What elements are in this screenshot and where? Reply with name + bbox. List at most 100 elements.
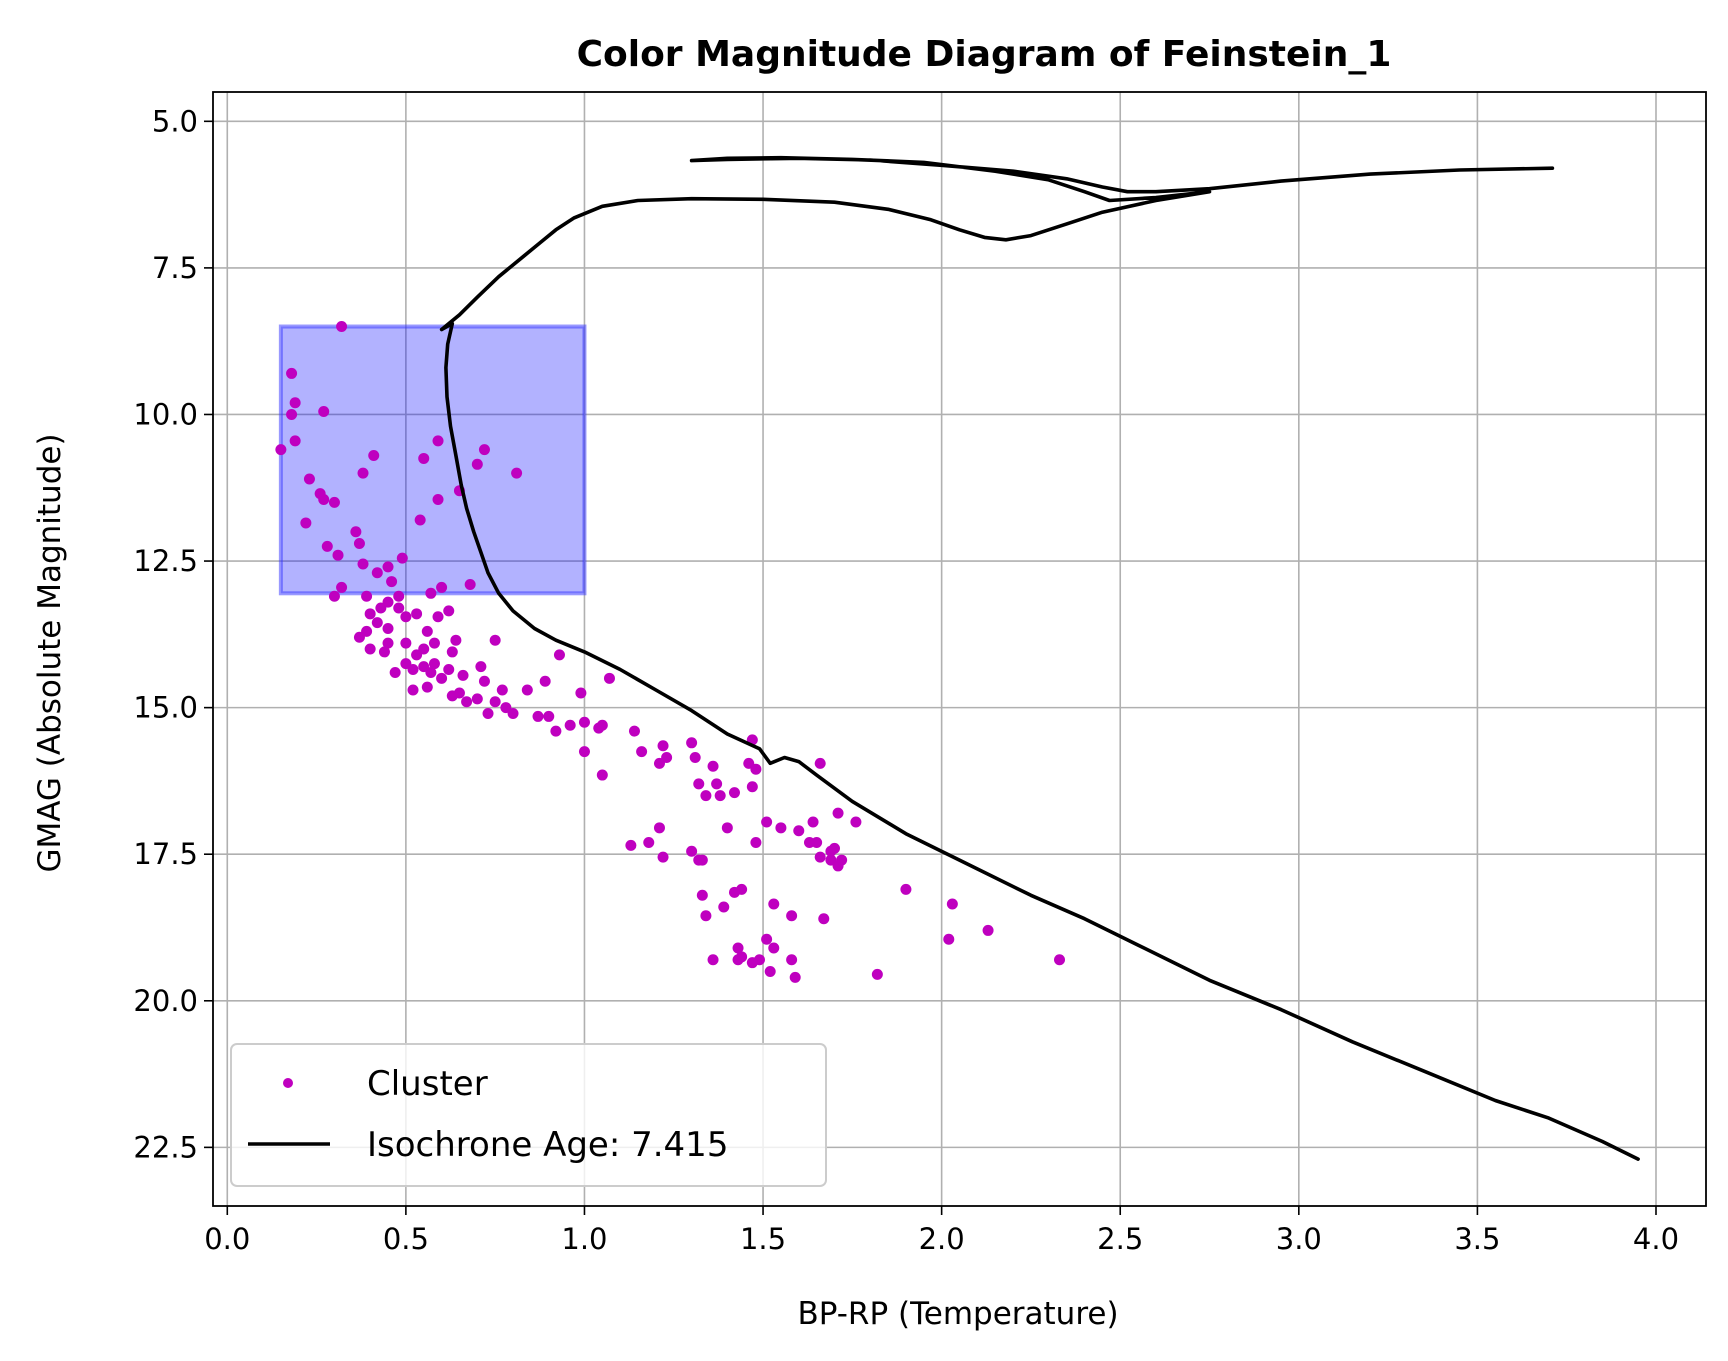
- x-tick-label: 2.5: [1097, 1222, 1143, 1256]
- cluster-point: [718, 901, 730, 913]
- cluster-point: [700, 910, 712, 922]
- cluster-point: [575, 687, 587, 699]
- cluster-point: [946, 898, 958, 910]
- cluster-point: [364, 643, 376, 655]
- cluster-point: [421, 625, 433, 637]
- cluster-point: [393, 602, 405, 614]
- cluster-point: [382, 561, 394, 573]
- cluster-point: [336, 321, 348, 333]
- cluster-point: [721, 822, 733, 834]
- highlight-box: [278, 324, 587, 596]
- cluster-point: [807, 816, 819, 828]
- cluster-point: [761, 933, 773, 945]
- cluster-point: [900, 883, 912, 895]
- legend-frame: [230, 1043, 827, 1187]
- cluster-point: [693, 778, 705, 790]
- cluster-point: [411, 608, 423, 620]
- cluster-point: [764, 965, 776, 977]
- cluster-point: [425, 666, 437, 678]
- cluster-point: [761, 816, 773, 828]
- cluster-point: [350, 526, 362, 538]
- cluster-point: [428, 637, 440, 649]
- cluster-point: [982, 924, 994, 936]
- cluster-point: [603, 672, 615, 684]
- cluster-point: [489, 634, 501, 646]
- cluster-point: [814, 757, 826, 769]
- isochrone-line: [439, 155, 1640, 1161]
- cluster-point: [543, 710, 555, 722]
- cluster-point: [550, 725, 562, 737]
- x-tick-label: 2.0: [919, 1222, 965, 1256]
- y-tick-label: 5.0: [152, 104, 198, 138]
- cluster-point: [414, 514, 426, 526]
- cluster-point: [357, 467, 369, 479]
- x-tick-label: 3.5: [1454, 1222, 1500, 1256]
- cluster-point: [832, 807, 844, 819]
- cluster-point: [300, 517, 312, 529]
- cluster-point: [750, 763, 762, 775]
- cluster-point: [836, 854, 848, 866]
- cluster-point: [539, 675, 551, 687]
- cluster-point: [368, 450, 380, 462]
- cluster-point: [511, 467, 523, 479]
- cluster-point: [789, 971, 801, 983]
- cluster-point: [389, 666, 401, 678]
- cluster-point: [871, 968, 883, 980]
- cluster-point: [475, 661, 487, 673]
- cluster-point: [286, 367, 298, 379]
- cluster-point: [382, 596, 394, 608]
- cluster-point: [521, 684, 533, 696]
- cluster-point: [407, 664, 419, 676]
- cluster-point: [657, 851, 669, 863]
- cluster-point: [686, 845, 698, 857]
- cluster-point: [396, 552, 408, 564]
- cluster-point: [443, 605, 455, 617]
- cluster-point: [661, 751, 673, 763]
- y-tick-label: 22.5: [133, 1130, 198, 1164]
- cluster-point: [578, 716, 590, 728]
- cluster-point: [700, 790, 712, 802]
- legend-isochrone-label: Isochrone Age: 7.415: [367, 1125, 728, 1165]
- cluster-point: [732, 942, 744, 954]
- cluster-point: [386, 576, 398, 588]
- y-axis-title: GMAG (Absolute Magnitude): [32, 433, 68, 872]
- cluster-point: [746, 781, 758, 793]
- cluster-point: [478, 675, 490, 687]
- cluster-point: [564, 719, 576, 731]
- cluster-point: [736, 883, 748, 895]
- x-tick-label: 3.0: [1276, 1222, 1322, 1256]
- cluster-point: [850, 816, 862, 828]
- cluster-point: [507, 707, 519, 719]
- cluster-point: [686, 737, 698, 749]
- cluster-point: [371, 567, 383, 579]
- cluster-point: [596, 769, 608, 781]
- cluster-point: [289, 435, 301, 447]
- highlight-box-layer: [278, 324, 587, 596]
- y-tick-label: 7.5: [152, 251, 198, 285]
- cluster-point: [696, 889, 708, 901]
- legend-cluster-label: Cluster: [367, 1064, 488, 1104]
- cluster-point: [318, 406, 330, 418]
- cluster-point: [728, 787, 740, 799]
- cluster-point: [432, 611, 444, 623]
- cluster-point: [814, 851, 826, 863]
- cluster-point: [400, 637, 412, 649]
- cluster-point: [707, 954, 719, 966]
- cluster-point: [453, 687, 465, 699]
- cluster-point: [636, 746, 648, 758]
- cluster-point: [275, 444, 287, 456]
- cluster-point: [471, 693, 483, 705]
- cluster-point: [482, 707, 494, 719]
- cluster-point: [382, 622, 394, 634]
- y-tick-label: 20.0: [133, 984, 198, 1018]
- cluster-point: [321, 540, 333, 552]
- cluster-point: [818, 913, 830, 925]
- cluster-point: [689, 751, 701, 763]
- y-tick-label: 12.5: [133, 544, 198, 578]
- cluster-point: [393, 590, 405, 602]
- cluster-point: [336, 581, 348, 593]
- cluster-point: [357, 558, 369, 570]
- plot-frame: [212, 91, 1707, 1207]
- cluster-point: [768, 898, 780, 910]
